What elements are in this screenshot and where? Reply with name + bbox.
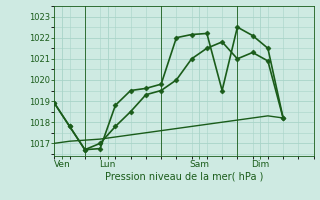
- X-axis label: Pression niveau de la mer( hPa ): Pression niveau de la mer( hPa ): [105, 172, 263, 182]
